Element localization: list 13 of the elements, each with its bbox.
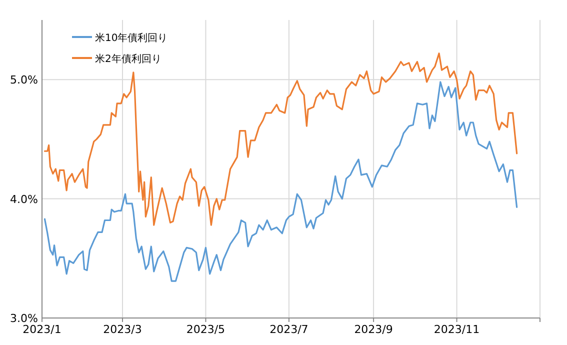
x-tick-label: 2023/3: [103, 323, 142, 336]
legend-label: 米2年債利回り: [95, 53, 162, 65]
y-tick-label: 3.0%: [10, 312, 38, 325]
legend-label: 米10年債利回り: [95, 32, 168, 44]
line-series: [44, 52, 518, 226]
y-tick-label: 5.0%: [10, 74, 38, 87]
x-tick-label: 2023/5: [186, 323, 226, 336]
x-tick-label: 2023/7: [270, 323, 308, 336]
x-tick-label: 2023/11: [434, 323, 480, 336]
x-tick-label: 2023/9: [354, 323, 393, 336]
x-tick-label: 2023/1: [22, 323, 62, 336]
line-series: [44, 81, 518, 282]
y-tick-label: 4.0%: [10, 192, 38, 206]
